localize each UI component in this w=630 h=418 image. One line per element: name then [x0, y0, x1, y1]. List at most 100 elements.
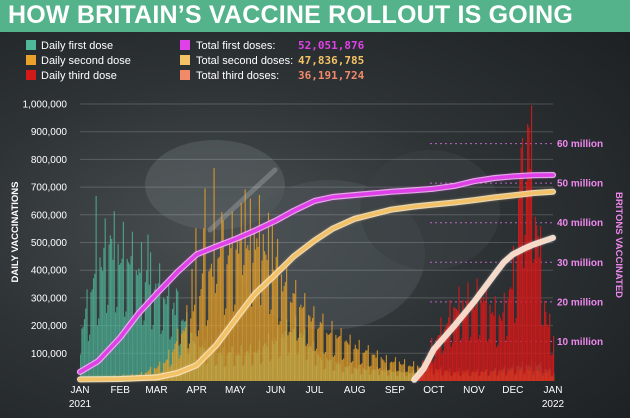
bar [156, 290, 158, 381]
bar [357, 349, 359, 381]
bar [348, 344, 350, 381]
bar [428, 351, 430, 381]
bar [311, 318, 314, 381]
bar [159, 361, 161, 381]
left-axis-title: DAILY VACCINATIONS [10, 182, 21, 283]
x-tick-label: FEB [110, 385, 130, 396]
bar [144, 282, 146, 381]
bar [261, 260, 263, 381]
right-axis-title: BRITONS VACCINATED [613, 192, 624, 298]
bar [111, 238, 113, 381]
bar [446, 323, 448, 381]
bar [486, 341, 489, 381]
bar [265, 254, 267, 381]
legend-swatch [180, 55, 190, 65]
y-tick-label: 200,000 [31, 321, 68, 332]
bar [301, 308, 303, 381]
bar [380, 357, 382, 381]
bar [547, 326, 549, 381]
legend-swatch [26, 40, 36, 50]
bar [137, 274, 139, 381]
bar [339, 335, 341, 381]
bar [391, 361, 393, 381]
bar [542, 326, 544, 381]
legend-label: Total second doses: [196, 55, 293, 67]
y-tick-label: 500,000 [31, 238, 68, 249]
bar [195, 228, 197, 381]
x-axis: JAN 2021 FEB MAR APR MAY JUN JUL AUG SEP OCT NOV DEC… [69, 385, 565, 410]
bar [354, 344, 356, 381]
bar [450, 346, 452, 381]
bar [331, 320, 333, 381]
bar [148, 284, 150, 381]
bar [81, 328, 83, 381]
bar [91, 289, 93, 381]
bar [396, 371, 398, 381]
bar [507, 298, 509, 381]
bar [240, 202, 242, 381]
bar [134, 315, 136, 381]
bar [223, 314, 226, 381]
bar [279, 321, 281, 381]
x-tick-label: JUL [306, 385, 324, 396]
bar [126, 259, 128, 381]
bar [371, 354, 373, 381]
bar [231, 211, 233, 381]
bar [353, 349, 355, 381]
bar [442, 350, 445, 381]
bar [225, 308, 227, 381]
bar [86, 289, 88, 381]
bar [451, 342, 454, 381]
bar [524, 234, 526, 381]
bar [410, 366, 412, 381]
x-tick-label: SEP [385, 385, 405, 396]
bar [397, 370, 399, 381]
bar [550, 355, 552, 381]
bar [299, 307, 301, 381]
y-tick-label: 100,000 [31, 349, 68, 360]
bar [172, 352, 174, 381]
y2-tick-label: 50 million [557, 179, 603, 190]
bar [460, 338, 463, 381]
bar [234, 304, 236, 381]
bar [536, 225, 538, 381]
bar [515, 317, 517, 381]
bar [514, 323, 516, 381]
bar [124, 316, 126, 381]
bar [248, 250, 250, 381]
bar [479, 334, 481, 381]
vaccine-rollout-chart: 100,000 200,000 300,000 400,000 500,000 600,0… [10, 39, 624, 410]
bar [200, 289, 202, 381]
bar [212, 276, 214, 381]
right-axis: 10 million 20 million 30 million 40 million… [557, 139, 603, 348]
bar [362, 352, 364, 381]
bar [153, 367, 156, 381]
bar [454, 307, 456, 381]
title-banner: HOW BRITAIN’S VACCINE ROLLOUT IS GOING [0, 0, 630, 32]
bar [175, 288, 178, 381]
bar [109, 235, 111, 381]
bar [125, 311, 127, 381]
bar [173, 302, 175, 381]
bar [287, 335, 289, 381]
bar [157, 365, 159, 381]
bar [168, 349, 170, 381]
bar [288, 331, 290, 381]
bar [187, 348, 189, 381]
bar [423, 371, 425, 381]
bar [495, 347, 498, 381]
bar [345, 340, 347, 381]
bar [164, 299, 166, 381]
bar [492, 311, 494, 381]
x-tick-label: JAN [71, 385, 90, 396]
bar [82, 326, 84, 381]
bar [165, 304, 167, 381]
bar [191, 268, 193, 381]
bar [244, 189, 246, 381]
bar [213, 168, 215, 381]
bar [332, 356, 334, 381]
y-tick-label: 900,000 [31, 127, 68, 138]
bar [302, 306, 305, 381]
bar [177, 328, 179, 381]
bar [511, 289, 513, 381]
